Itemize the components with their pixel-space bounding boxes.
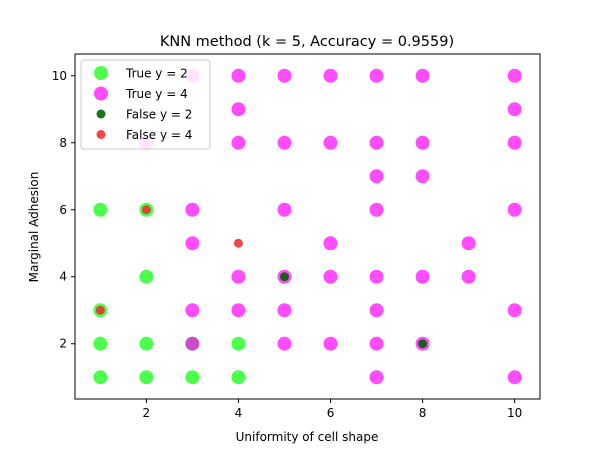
scatter-point: [95, 305, 105, 315]
scatter-point: [185, 370, 200, 385]
scatter-point: [507, 370, 522, 385]
legend-label: False y = 2: [126, 108, 192, 122]
legend-box: [80, 59, 211, 150]
scatter-point: [139, 269, 154, 284]
legend-marker: [94, 86, 108, 101]
scatter-point: [461, 269, 476, 284]
legend-label: True y = 4: [125, 87, 188, 101]
scatter-point: [507, 102, 522, 117]
scatter-point: [369, 169, 384, 184]
legend-marker: [94, 66, 108, 80]
scatter-point: [277, 303, 292, 318]
scatter-point: [369, 68, 384, 83]
legend-marker: [96, 130, 106, 139]
scatter-point: [415, 269, 430, 284]
scatter-point: [369, 135, 384, 150]
x-tick-label: 10: [507, 406, 522, 420]
scatter-point: [415, 135, 430, 150]
scatter-point: [185, 236, 200, 251]
scatter-point: [461, 236, 476, 251]
scatter-point: [141, 205, 151, 215]
scatter-point: [507, 303, 522, 318]
scatter-point: [185, 202, 200, 217]
legend-marker: [96, 109, 106, 119]
scatter-point: [323, 336, 338, 351]
scatter-point: [93, 370, 108, 385]
scatter-point: [323, 236, 338, 251]
scatter-point: [233, 238, 243, 248]
y-tick-label: 6: [59, 203, 67, 217]
scatter-point: [93, 202, 108, 217]
scatter-point: [369, 336, 384, 351]
y-tick-label: 10: [52, 69, 67, 83]
scatter-point: [277, 336, 292, 351]
scatter-point: [231, 135, 246, 150]
scatter-point: [369, 269, 384, 284]
scatter-point: [231, 68, 246, 83]
x-axis-label: Uniformity of cell shape: [236, 430, 379, 444]
scatter-point: [277, 202, 292, 217]
scatter-point: [185, 336, 200, 351]
scatter-point: [323, 269, 338, 284]
x-tick-label: 2: [143, 406, 151, 420]
scatter-point: [231, 102, 246, 117]
scatter-point: [369, 303, 384, 318]
scatter-point: [277, 135, 292, 150]
scatter-point: [93, 336, 108, 351]
scatter-point: [279, 272, 289, 282]
scatter-point: [415, 68, 430, 83]
scatter-point: [323, 135, 338, 150]
scatter-point: [507, 202, 522, 217]
scatter-point: [185, 303, 200, 318]
scatter-point: [323, 68, 338, 83]
scatter-point: [231, 303, 246, 318]
scatter-point: [415, 169, 430, 184]
x-tick-label: 4: [235, 406, 243, 420]
ticks-layer: 2 4 6 8 10 2 4 6 8 10: [52, 69, 523, 420]
y-tick-label: 8: [59, 136, 67, 150]
legend-label: True y = 2: [125, 67, 188, 81]
marks-layer: [93, 68, 522, 385]
y-tick-label: 4: [59, 270, 67, 284]
y-axis-label: Marginal Adhesion: [27, 172, 41, 283]
scatter-point: [369, 202, 384, 217]
y-tick-label: 2: [59, 337, 67, 351]
scatter-point: [507, 135, 522, 150]
scatter-point: [418, 339, 428, 349]
scatter-point: [231, 269, 246, 284]
x-tick-label: 6: [327, 406, 335, 420]
x-tick-label: 8: [419, 406, 427, 420]
scatter-point: [231, 370, 246, 385]
legend-label: False y = 4: [126, 128, 192, 142]
scatter-point: [231, 336, 246, 351]
plot-frame: [74, 53, 541, 400]
scatter-point: [139, 370, 154, 385]
scatter-point: [139, 336, 154, 351]
scatter-point: [277, 68, 292, 83]
chart-title: KNN method (k = 5, Accuracy = 0.9559): [160, 34, 454, 50]
legend: True y = 2 True y = 4 False y = 2 False y =…: [80, 59, 211, 150]
scatter-point: [369, 370, 384, 385]
scatter-point: [507, 68, 522, 83]
